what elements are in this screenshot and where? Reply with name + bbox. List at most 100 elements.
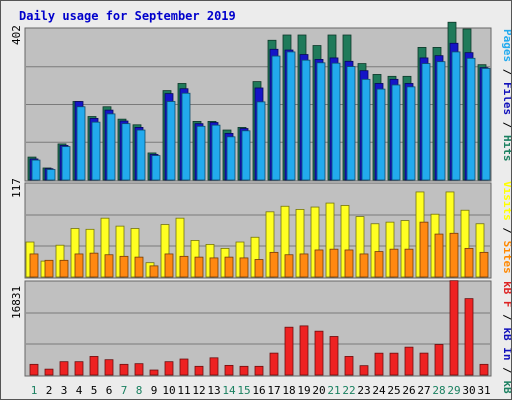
top-panel-pages-bar-day-10 [166,101,176,181]
top-panel-pages-bar-day-22 [346,66,356,181]
middle-panel-sites-bar-day-26 [404,248,414,278]
top-panel-pages-bar-day-1 [31,159,41,181]
x-axis-label-day-20: 20 [312,384,325,397]
middle-panel-sites-bar-day-19 [299,253,309,278]
bottom-panel-kb-f-bar-day-26 [404,346,414,376]
x-axis-label-day-31: 31 [477,384,490,397]
top-panel-pages-bar-day-9 [151,155,161,181]
bottom-panel-kb-f-bar-day-29 [449,280,459,376]
x-axis-label-day-18: 18 [282,384,295,397]
top-panel-pages-bar-day-17 [271,55,281,181]
chart-title: Daily usage for September 2019 [19,9,236,23]
legend-sep-4: / [501,308,511,328]
top-panel-pages-bar-day-5 [91,121,101,181]
bottom-panel-kb-f-bar-day-4 [74,361,84,376]
legend-hits: Hits [501,135,511,162]
middle-panel-max-label: 117 [10,178,23,198]
bottom-panel-kb-f-bar-day-27 [419,352,429,376]
bars [25,21,491,376]
x-axis-label-day-17: 17 [267,384,280,397]
legend-sep-2: / [501,115,511,135]
top-panel-pages-bar-day-12 [196,125,206,181]
middle-panel-sites-bar-day-17 [269,251,279,278]
middle-panel-axis-legend: Visits / Sites [501,181,511,274]
top-panel-pages-bar-day-19 [301,59,311,181]
middle-panel-sites-bar-day-22 [344,249,354,278]
bottom-panel-kb-f-bar-day-3 [59,361,69,376]
top-panel-pages-bar-day-13 [211,124,221,181]
top-panel-pages-bar-day-20 [316,62,326,181]
bottom-panel-kb-f-bar-day-31 [479,363,489,376]
top-panel-pages-bar-day-29 [451,51,461,181]
middle-panel-sites-bar-day-12 [194,256,204,278]
x-axis-label-day-30: 30 [462,384,475,397]
x-axis-label-day-25: 25 [387,384,400,397]
top-panel-pages-bar-day-31 [481,68,491,181]
middle-panel-sites-bar-day-23 [359,253,369,278]
top-panel-max-label: 402 [10,25,23,45]
top-panel-pages-bar-day-11 [181,92,191,181]
middle-panel-sites-bar-day-3 [59,259,69,278]
x-axis-label-day-29: 29 [447,384,460,397]
legend-visits: Visits [501,181,511,221]
x-axis-day-labels: 1 2 3 4 5 6 7 8 9 10 11 12 13 14 15 16 17 18 19 20 21 22 23 24 2… [31,384,491,397]
middle-panel-sites-bar-day-16 [254,259,264,278]
top-panel-pages-bar-day-27 [421,63,431,181]
x-axis-label-day-27: 27 [417,384,430,397]
x-axis-label-day-7: 7 [121,384,128,397]
x-axis-label-day-5: 5 [91,384,98,397]
legend-sep-5: / [501,361,511,381]
middle-panel-sites-bar-day-9 [149,265,159,278]
x-axis-label-day-22: 22 [342,384,355,397]
x-axis-label-day-26: 26 [402,384,415,397]
x-axis-label-day-16: 16 [252,384,265,397]
top-panel-pages-bar-day-18 [286,51,296,181]
x-axis-label-day-24: 24 [372,384,386,397]
middle-panel-sites-bar-day-8 [134,256,144,278]
top-panel-axis-legend: Pages / Files / Hits [501,29,511,162]
bottom-panel-kb-f-bar-day-11 [179,358,189,376]
bottom-panel-kb-f-bar-day-1 [29,363,39,376]
x-axis-label-day-15: 15 [237,384,250,397]
bottom-panel-kb-f-bar-day-9 [149,369,159,376]
x-axis-label-day-21: 21 [327,384,340,397]
top-panel-pages-bar-day-28 [436,61,446,181]
bottom-panel-kb-f-bar-day-19 [299,325,309,376]
x-axis-label-day-11: 11 [177,384,190,397]
middle-panel-sites-bar-day-31 [479,251,489,278]
x-axis-label-day-9: 9 [151,384,158,397]
bottom-panel-axis-legend: kB F / kB In / kB Out [501,281,511,399]
bottom-panel-kb-f-bar-day-24 [374,352,384,376]
bottom-panel-kb-f-bar-day-13 [209,357,219,376]
bottom-panel-kb-f-bar-day-8 [134,363,144,376]
x-axis-label-day-3: 3 [61,384,68,397]
bottom-panel-kb-f-bar-day-22 [344,356,354,376]
x-axis-label-day-12: 12 [192,384,205,397]
top-panel-pages-bar-day-30 [466,57,476,181]
bottom-panel-kb-f-bar-day-30 [464,298,474,376]
bottom-panel-kb-f-bar-day-18 [284,326,294,376]
middle-panel-sites-bar-day-2 [44,259,54,278]
middle-panel-sites-bar-day-7 [119,255,129,278]
bottom-panel-kb-f-bar-day-10 [164,361,174,376]
legend-kb-in: kB In [501,327,511,360]
x-axis-label-day-23: 23 [357,384,370,397]
legend-sep-1: / [501,62,511,82]
bottom-panel-kb-f-bar-day-17 [269,352,279,376]
middle-panel-sites-bar-day-5 [89,252,99,278]
bottom-panel-kb-f-bar-day-28 [434,344,444,376]
middle-panel-sites-bar-day-10 [164,253,174,278]
top-panel-pages-bar-day-3 [61,146,71,181]
middle-panel-sites-bar-day-20 [314,249,324,278]
top-panel-pages-bar-day-26 [406,86,416,181]
middle-panel-sites-bar-day-21 [329,248,339,278]
middle-panel-sites-bar-day-28 [434,233,444,278]
top-panel-pages-bar-day-25 [391,84,401,181]
middle-panel-sites-bar-day-13 [209,257,219,278]
legend-files: Files [501,82,511,115]
middle-panel-sites-bar-day-11 [179,255,189,278]
bottom-panel-kb-f-bar-day-2 [44,368,54,376]
top-panel-pages-bar-day-7 [121,123,131,181]
x-axis-label-day-14: 14 [222,384,236,397]
